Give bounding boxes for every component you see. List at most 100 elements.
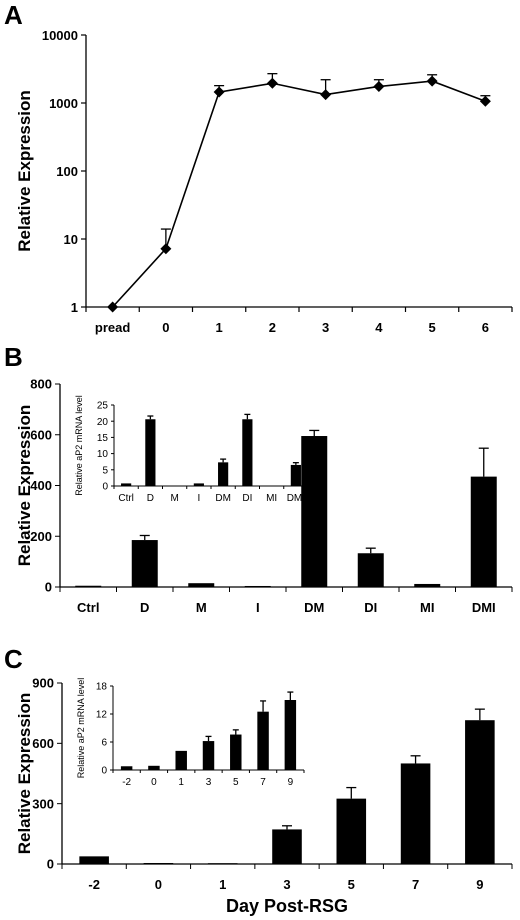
data-point <box>373 80 385 92</box>
x-tick-label: 4 <box>375 320 383 335</box>
x-tick-label: DM <box>215 493 231 504</box>
x-tick-label: 1 <box>219 877 226 892</box>
bar <box>470 476 497 587</box>
y-axis-label: Relative Expression <box>15 405 34 567</box>
x-tick-label: 0 <box>162 320 169 335</box>
y-tick-label: 25 <box>97 401 109 412</box>
x-tick-label: M <box>170 493 178 504</box>
chart-a: 1 10 100 1000 10000 pread 0 1 2 3 4 5 6 Relative Expr… <box>15 28 513 335</box>
bar <box>218 462 229 486</box>
y-tick-label: 200 <box>30 529 52 544</box>
bar <box>244 585 271 587</box>
y-tick-label: 600 <box>32 736 54 751</box>
y-tick-label: 10000 <box>42 28 78 43</box>
x-tick-label: 1 <box>178 777 184 788</box>
y-tick-label: 15 <box>97 433 109 444</box>
y-axis-label: Relative Expression <box>15 90 34 252</box>
x-tick-label: 9 <box>288 777 294 788</box>
bar <box>336 798 367 864</box>
bar <box>242 419 253 486</box>
y-tick-label: 0 <box>47 857 54 872</box>
x-tick-label: -2 <box>122 777 131 788</box>
bar <box>465 720 495 864</box>
x-tick-label: Ctrl <box>118 493 134 504</box>
data-point <box>160 243 172 255</box>
x-tick-label: 5 <box>429 320 436 335</box>
x-tick-label: 1 <box>216 320 223 335</box>
bar <box>79 856 109 864</box>
bar <box>193 483 204 486</box>
y-axis-label: Relative Expression <box>15 693 34 855</box>
panel-label-c: C <box>4 644 23 674</box>
x-tick-label: MI <box>420 600 434 615</box>
y-tick-label: 10 <box>97 449 109 460</box>
y-tick-label: 6 <box>101 738 107 749</box>
bar <box>414 583 441 587</box>
y-tick-label: 10 <box>64 232 78 247</box>
bar <box>75 585 102 587</box>
x-tick-label: 7 <box>260 777 266 788</box>
x-tick-label: DI <box>242 493 252 504</box>
x-tick-label: 0 <box>155 877 162 892</box>
bar <box>143 862 174 864</box>
y-tick-label: 0 <box>102 482 108 493</box>
x-tick-label: MI <box>266 493 277 504</box>
x-tick-label: DMI <box>472 600 496 615</box>
y-tick-label: 5 <box>102 465 108 476</box>
bar <box>272 829 302 864</box>
x-tick-label: 9 <box>476 877 483 892</box>
y-tick-label: 400 <box>30 478 52 493</box>
y-axis-label: Relative aP2 mRNA level <box>76 678 86 779</box>
bar <box>301 436 328 587</box>
bar <box>284 700 297 770</box>
bar <box>230 734 242 770</box>
data-point <box>266 77 278 89</box>
x-tick-label: I <box>256 600 260 615</box>
x-tick-label: pread <box>95 320 130 335</box>
bar <box>169 485 180 487</box>
y-tick-label: 1000 <box>49 96 78 111</box>
y-tick-label: 20 <box>97 417 109 428</box>
x-tick-label: 5 <box>233 777 239 788</box>
bar <box>175 750 187 770</box>
chart-c-inset: 0 6 12 18 -2 0 1 3 5 7 9 Relative aP2 mRNA level <box>76 678 305 788</box>
y-tick-label: 0 <box>45 580 52 595</box>
y-tick-label: 12 <box>96 710 108 721</box>
y-tick-label: 300 <box>32 796 54 811</box>
bar <box>120 766 133 770</box>
y-tick-label: 600 <box>30 427 52 442</box>
x-tick-label: M <box>196 600 207 615</box>
bar <box>188 583 215 587</box>
bar <box>257 711 269 770</box>
y-tick-label: 900 <box>32 676 54 691</box>
bar <box>202 741 215 770</box>
x-tick-label: 6 <box>482 320 489 335</box>
y-tick-label: 0 <box>101 766 107 777</box>
data-point <box>320 89 332 101</box>
x-tick-label: Ctrl <box>77 600 99 615</box>
x-tick-label: 3 <box>283 877 290 892</box>
data-point <box>213 86 225 98</box>
data-point <box>426 75 438 87</box>
data-point <box>107 301 119 313</box>
x-tick-label: 3 <box>206 777 212 788</box>
bar <box>148 765 160 770</box>
y-tick-label: 800 <box>30 377 52 392</box>
x-tick-label: D <box>147 493 154 504</box>
bar <box>145 419 156 486</box>
x-tick-label: D <box>140 600 149 615</box>
series-line <box>112 80 486 308</box>
bar <box>400 763 431 864</box>
bar <box>266 485 277 487</box>
x-tick-label: 7 <box>412 877 419 892</box>
bar <box>290 464 301 486</box>
bar <box>207 863 238 864</box>
y-tick-label: 18 <box>96 682 108 693</box>
panel-label-a: A <box>4 0 23 30</box>
x-tick-label: 0 <box>151 777 157 788</box>
x-tick-label: 3 <box>322 320 329 335</box>
